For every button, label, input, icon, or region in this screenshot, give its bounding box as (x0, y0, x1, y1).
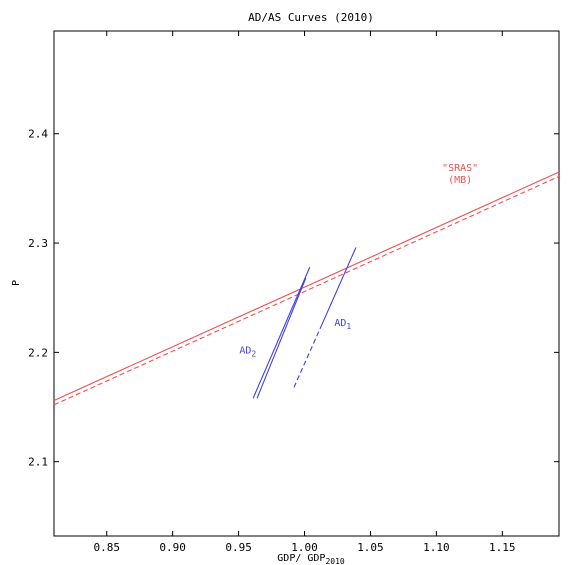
plot-frame (53, 30, 560, 537)
series-ad1-dashed (293, 324, 323, 388)
series-ad2-line-b (256, 277, 307, 399)
x-tick-label: 1.10 (423, 541, 450, 554)
x-axis-title-subscript: 2010 (325, 557, 344, 565)
annotation-subscript: 1 (346, 322, 351, 331)
y-tick-label: 2.3 (28, 237, 48, 250)
annotation-ad2-label: AD2 (239, 345, 256, 358)
x-tick-label: 1.15 (489, 541, 516, 554)
chart-title: AD/AS Curves (2010) (248, 11, 374, 24)
y-tick-label: 2.4 (28, 128, 48, 141)
x-tick-label: 0.95 (225, 541, 252, 554)
annotation-subscript: 2 (251, 349, 256, 358)
series-sras-solid (53, 171, 560, 401)
x-tick-label: 0.90 (159, 541, 186, 554)
annotation-text: "SRAS" (442, 163, 478, 174)
series-ad1-solid (321, 247, 357, 326)
x-tick-label: 0.85 (93, 541, 120, 554)
x-axis-title: GDP/ GDP2010 (277, 553, 345, 565)
y-axis-ticks: 2.1 2.2 2.3 2.4 (28, 128, 559, 469)
x-tick-label: 1.00 (291, 541, 318, 554)
annotation-text: (MB) (448, 175, 472, 186)
annotation-text: AD (239, 345, 251, 356)
annotation-mb-label: (MB) (448, 175, 472, 186)
y-tick-label: 2.1 (28, 456, 48, 469)
series-layer (53, 171, 560, 406)
x-axis-ticks: 0.85 0.90 0.95 1.00 1.05 1.10 1.15 (93, 31, 516, 554)
x-tick-label: 1.05 (357, 541, 384, 554)
series-sras-dashed (53, 175, 560, 406)
annotation-text: AD (334, 318, 346, 329)
annotation-sras-label: "SRAS" (442, 163, 478, 174)
annotation-ad1-label: AD1 (334, 318, 351, 331)
series-ad2-line-a (252, 266, 311, 399)
y-tick-label: 2.2 (28, 346, 48, 359)
y-axis-title: P (11, 280, 22, 286)
